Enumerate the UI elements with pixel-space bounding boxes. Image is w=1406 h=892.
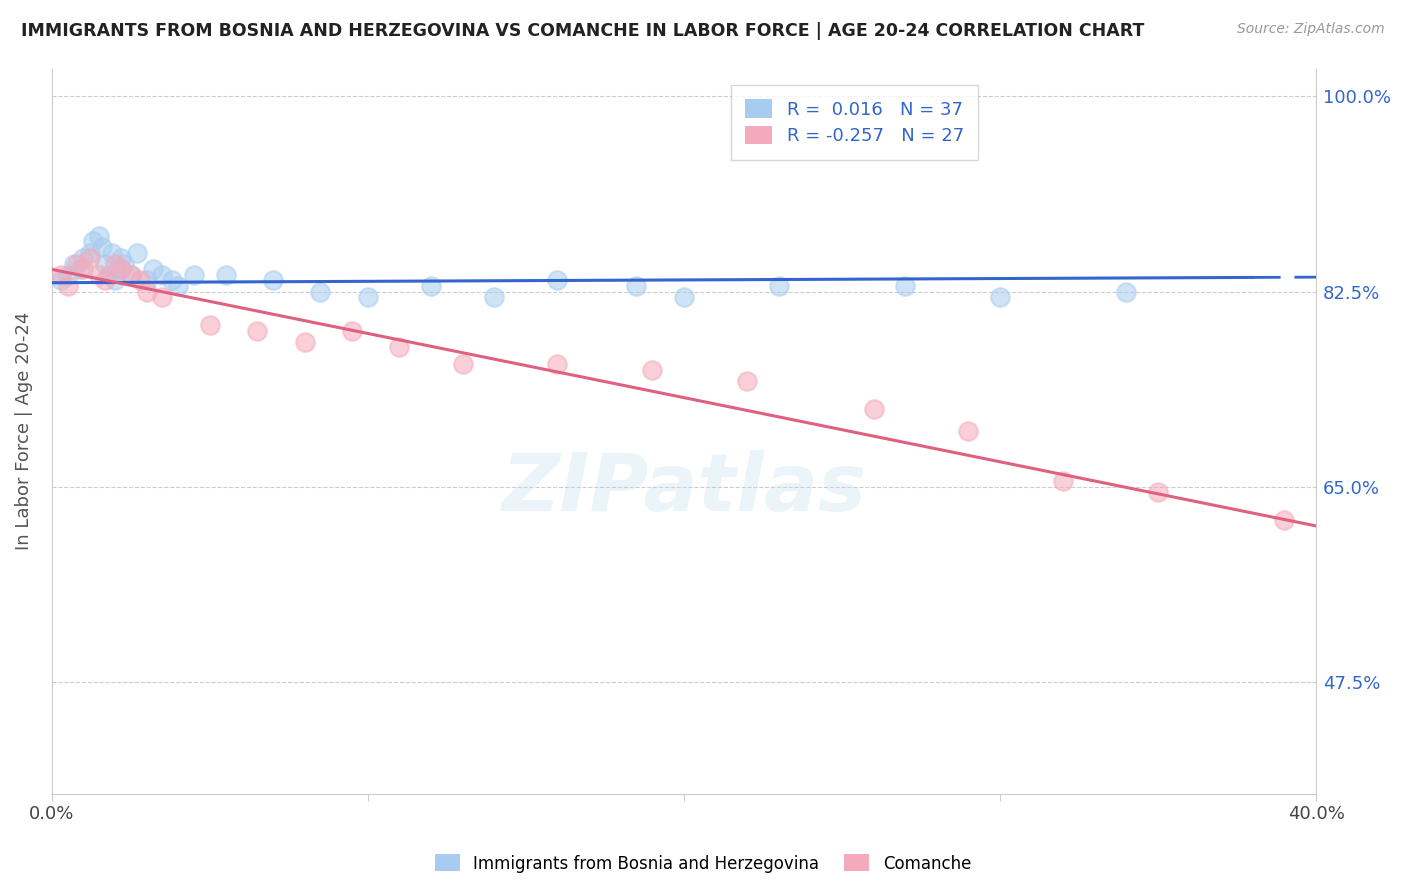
- Point: [160, 273, 183, 287]
- Point: [51, 273, 73, 287]
- Point: [957, 424, 980, 438]
- Point: [340, 324, 363, 338]
- Point: [546, 357, 568, 371]
- Point: [167, 279, 190, 293]
- Point: [94, 273, 117, 287]
- Point: [110, 262, 132, 277]
- Point: [198, 318, 221, 332]
- Point: [262, 273, 284, 287]
- Point: [988, 290, 1011, 304]
- Point: [135, 273, 157, 287]
- Point: [129, 273, 152, 287]
- Point: [768, 279, 790, 293]
- Point: [214, 268, 236, 282]
- Point: [357, 290, 380, 304]
- Point: [104, 273, 127, 287]
- Point: [894, 279, 917, 293]
- Point: [672, 290, 695, 304]
- Point: [72, 251, 94, 265]
- Point: [484, 290, 506, 304]
- Point: [1274, 513, 1296, 527]
- Point: [246, 324, 269, 338]
- Point: [135, 285, 157, 299]
- Point: [51, 268, 73, 282]
- Point: [451, 357, 474, 371]
- Point: [82, 235, 104, 249]
- Point: [89, 228, 111, 243]
- Point: [309, 285, 332, 299]
- Point: [120, 268, 142, 282]
- Point: [388, 340, 411, 354]
- Point: [72, 262, 94, 277]
- Point: [66, 257, 89, 271]
- Point: [626, 279, 648, 293]
- Point: [56, 268, 79, 282]
- Point: [56, 279, 79, 293]
- Point: [183, 268, 205, 282]
- Point: [89, 268, 111, 282]
- Point: [150, 290, 173, 304]
- Y-axis label: In Labor Force | Age 20-24: In Labor Force | Age 20-24: [15, 312, 32, 550]
- Point: [104, 257, 127, 271]
- Point: [94, 257, 117, 271]
- Point: [142, 262, 165, 277]
- Point: [110, 251, 132, 265]
- Point: [114, 257, 136, 271]
- Point: [69, 262, 91, 277]
- Point: [1115, 285, 1137, 299]
- Point: [1052, 475, 1074, 489]
- Point: [735, 374, 758, 388]
- Point: [63, 257, 86, 271]
- Point: [79, 245, 101, 260]
- Point: [120, 268, 142, 282]
- Legend: R =  0.016   N = 37, R = -0.257   N = 27: R = 0.016 N = 37, R = -0.257 N = 27: [731, 85, 979, 160]
- Point: [862, 401, 884, 416]
- Point: [97, 268, 120, 282]
- Point: [127, 245, 149, 260]
- Point: [1147, 485, 1170, 500]
- Point: [294, 334, 316, 349]
- Point: [91, 240, 114, 254]
- Legend: Immigrants from Bosnia and Herzegovina, Comanche: Immigrants from Bosnia and Herzegovina, …: [429, 847, 977, 880]
- Point: [420, 279, 443, 293]
- Text: Source: ZipAtlas.com: Source: ZipAtlas.com: [1237, 22, 1385, 37]
- Text: ZIPatlas: ZIPatlas: [502, 450, 866, 528]
- Point: [79, 251, 101, 265]
- Point: [546, 273, 568, 287]
- Point: [101, 245, 124, 260]
- Point: [107, 262, 129, 277]
- Point: [641, 363, 664, 377]
- Text: IMMIGRANTS FROM BOSNIA AND HERZEGOVINA VS COMANCHE IN LABOR FORCE | AGE 20-24 CO: IMMIGRANTS FROM BOSNIA AND HERZEGOVINA V…: [21, 22, 1144, 40]
- Point: [150, 268, 173, 282]
